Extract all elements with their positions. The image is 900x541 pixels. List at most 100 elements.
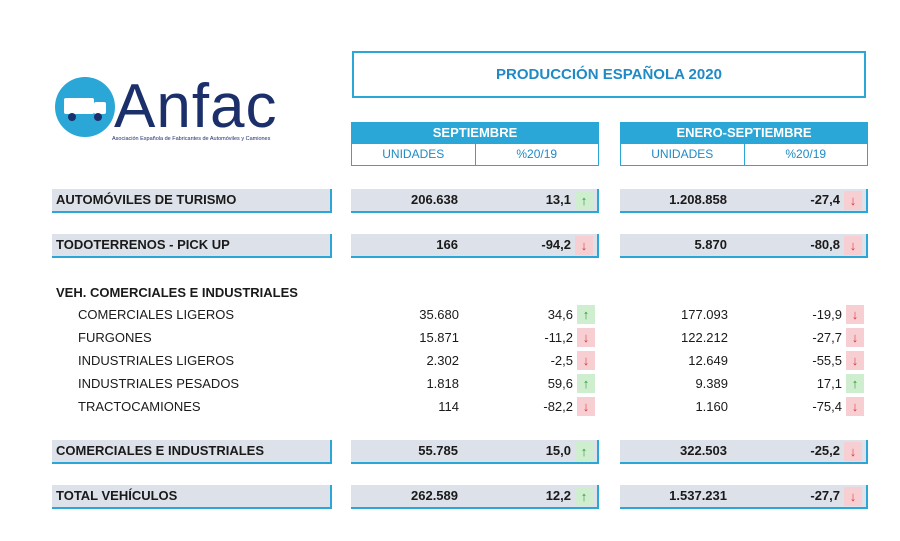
units-value: 1.160 — [695, 399, 728, 414]
pct-value: 15,0 — [545, 443, 571, 458]
logo-tagline: Asociación Española de Fabricantes de Au… — [112, 136, 271, 142]
pct-value: -94,2 — [541, 237, 571, 252]
pct-cell: -55,5 ↓ — [734, 351, 868, 371]
pct-value: -27,4 — [810, 192, 840, 207]
pct-value: -75,4 — [812, 399, 842, 414]
row-values-sep: 15.871 -11,2 ↓ — [351, 328, 599, 348]
units-value: 166 — [436, 237, 458, 252]
pct-value: -11,2 — [544, 330, 573, 345]
row-values-ytd: 122.212 -27,7 ↓ — [620, 328, 868, 348]
group-subheader: UNIDADES %20/19 — [620, 144, 868, 166]
pct-cell: 59,6 ↑ — [465, 374, 599, 394]
row-values-sep: 114 -82,2 ↓ — [351, 397, 599, 417]
row-values-ytd: 177.093 -19,9 ↓ — [620, 305, 868, 325]
pct-cell: -11,2 ↓ — [465, 328, 599, 348]
group-header-ytd: ENERO-SEPTIEMBRE UNIDADES %20/19 — [620, 122, 868, 166]
logo-wordmark: Anfac — [114, 72, 278, 141]
pct-value: -80,8 — [810, 237, 840, 252]
pct-cell: -75,4 ↓ — [734, 397, 868, 417]
arrow-down-icon: ↓ — [846, 305, 864, 324]
row-values-sep: 35.680 34,6 ↑ — [351, 305, 599, 325]
units-value: 35.680 — [419, 307, 459, 322]
truck-logo-icon — [55, 77, 115, 137]
pct-value: -19,9 — [812, 307, 842, 322]
units-value: 5.870 — [694, 237, 727, 252]
row-label-industriales-ligeros: INDUSTRIALES LIGEROS — [78, 353, 235, 368]
arrow-down-icon: ↓ — [577, 351, 595, 370]
pct-value: 12,2 — [545, 488, 571, 503]
units-value: 1.208.858 — [669, 192, 727, 207]
pct-value: 34,6 — [547, 307, 573, 322]
units-value: 322.503 — [680, 443, 727, 458]
pct-cell: -27,7 ↓ — [733, 485, 866, 507]
units-header: UNIDADES — [651, 147, 714, 161]
row-values-ytd: 1.160 -75,4 ↓ — [620, 397, 868, 417]
arrow-down-icon: ↓ — [844, 442, 862, 461]
pct-value: -55,5 — [812, 353, 842, 368]
row-values-total-sep: 262.589 12,2 ↑ — [351, 485, 599, 509]
group-header-september: SEPTIEMBRE UNIDADES %20/19 — [351, 122, 599, 166]
pct-value: -2,5 — [550, 353, 573, 368]
pct-cell: 34,6 ↑ — [465, 305, 599, 325]
pct-cell: 15,0 ↑ — [464, 440, 597, 462]
pct-value: 17,1 — [816, 376, 842, 391]
row-values-sep: 2.302 -2,5 ↓ — [351, 351, 599, 371]
units-header: UNIDADES — [382, 147, 445, 161]
pct-header: %20/19 — [743, 144, 868, 165]
row-values-ytd: 9.389 17,1 ↑ — [620, 374, 868, 394]
pct-value: -27,7 — [812, 330, 842, 345]
page-title-box: PRODUCCIÓN ESPAÑOLA 2020 — [352, 51, 866, 98]
arrow-up-icon: ↑ — [846, 374, 864, 393]
pct-cell: 17,1 ↑ — [734, 374, 868, 394]
pct-cell: -80,8 ↓ — [733, 234, 866, 256]
row-label-comerciales-ligeros: COMERCIALES LIGEROS — [78, 307, 235, 322]
pct-value: -25,2 — [810, 443, 840, 458]
units-value: 9.389 — [695, 376, 728, 391]
anfac-logo: Anfac Asociación Española de Fabricantes… — [52, 70, 322, 150]
group-label: SEPTIEMBRE — [351, 122, 599, 144]
row-values-sep: 1.818 59,6 ↑ — [351, 374, 599, 394]
row-values-comind-ytd: 322.503 -25,2 ↓ — [620, 440, 868, 464]
arrow-up-icon: ↑ — [575, 487, 593, 506]
pct-value: 59,6 — [547, 376, 573, 391]
pct-cell: -27,7 ↓ — [734, 328, 868, 348]
arrow-down-icon: ↓ — [844, 236, 862, 255]
pct-cell: -82,2 ↓ — [465, 397, 599, 417]
arrow-down-icon: ↓ — [575, 236, 593, 255]
pct-cell: -2,5 ↓ — [465, 351, 599, 371]
units-value: 122.212 — [681, 330, 728, 345]
row-values-todoterreno-ytd: 5.870 -80,8 ↓ — [620, 234, 868, 258]
section-heading-vehcom: VEH. COMERCIALES E INDUSTRIALES — [56, 285, 298, 300]
row-label-tractocamiones: TRACTOCAMIONES — [78, 399, 201, 414]
units-value: 206.638 — [411, 192, 458, 207]
units-value: 114 — [438, 399, 459, 414]
pct-cell: -25,2 ↓ — [733, 440, 866, 462]
row-label-comerciales-industriales: COMERCIALES E INDUSTRIALES — [52, 440, 332, 464]
units-value: 177.093 — [681, 307, 728, 322]
row-label-industriales-pesados: INDUSTRIALES PESADOS — [78, 376, 240, 391]
arrow-down-icon: ↓ — [577, 397, 595, 416]
arrow-down-icon: ↓ — [846, 351, 864, 370]
units-value: 1.537.231 — [669, 488, 727, 503]
arrow-up-icon: ↑ — [577, 374, 595, 393]
units-value: 12.649 — [688, 353, 728, 368]
arrow-up-icon: ↑ — [575, 442, 593, 461]
units-value: 262.589 — [411, 488, 458, 503]
row-values-comind-sep: 55.785 15,0 ↑ — [351, 440, 599, 464]
row-label-turismo: AUTOMÓVILES DE TURISMO — [52, 189, 332, 213]
arrow-up-icon: ↑ — [577, 305, 595, 324]
row-label-todoterreno: TODOTERRENOS - PICK UP — [52, 234, 332, 258]
row-values-total-ytd: 1.537.231 -27,7 ↓ — [620, 485, 868, 509]
arrow-down-icon: ↓ — [844, 487, 862, 506]
pct-cell: -27,4 ↓ — [733, 189, 866, 211]
row-label-total: TOTAL VEHÍCULOS — [52, 485, 332, 509]
row-values-todoterreno-sep: 166 -94,2 ↓ — [351, 234, 599, 258]
row-values-turismo-ytd: 1.208.858 -27,4 ↓ — [620, 189, 868, 213]
row-label-furgones: FURGONES — [78, 330, 152, 345]
arrow-down-icon: ↓ — [844, 191, 862, 210]
arrow-down-icon: ↓ — [846, 397, 864, 416]
pct-cell: 13,1 ↑ — [464, 189, 597, 211]
pct-value: 13,1 — [545, 192, 571, 207]
pct-cell: -94,2 ↓ — [464, 234, 597, 256]
units-value: 55.785 — [418, 443, 458, 458]
